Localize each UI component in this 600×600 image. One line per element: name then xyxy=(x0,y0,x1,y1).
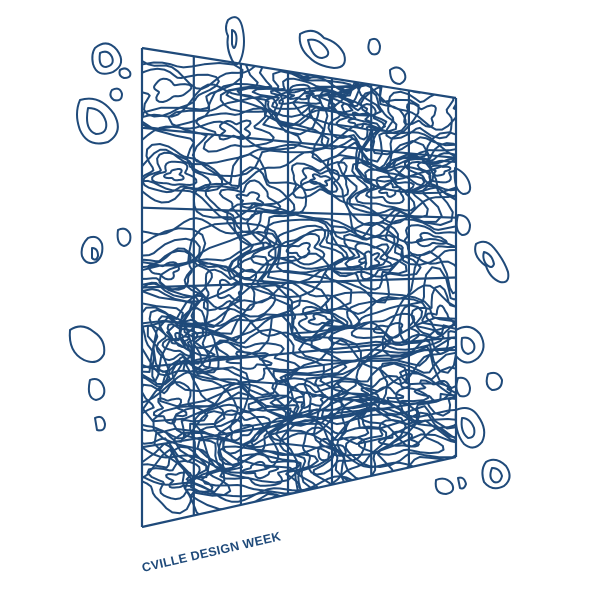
grid-row-line xyxy=(141,46,457,100)
contour-line xyxy=(218,179,282,221)
contour-line xyxy=(307,313,334,326)
contour-line xyxy=(213,409,272,455)
contour-line xyxy=(291,48,456,183)
brand-title: CVILLE DESIGN WEEK xyxy=(141,529,283,575)
contour-line xyxy=(142,143,224,204)
contour-line xyxy=(142,151,212,194)
contour-line xyxy=(392,142,456,199)
contour-line xyxy=(247,377,369,427)
contour-line xyxy=(355,336,456,440)
contour-line xyxy=(319,323,456,447)
contour-line xyxy=(163,168,185,182)
contour-line xyxy=(147,261,180,281)
contour-line xyxy=(167,95,303,165)
contour-line xyxy=(263,48,456,195)
contour-line xyxy=(292,390,326,409)
contour-line xyxy=(153,77,193,103)
contour-line xyxy=(378,182,402,198)
contour-line xyxy=(219,453,301,487)
contour-line xyxy=(228,210,389,284)
contour-line xyxy=(218,119,252,141)
contour-line xyxy=(289,299,361,342)
contour-line xyxy=(415,231,448,248)
contour-line xyxy=(385,131,456,204)
contour-line xyxy=(182,328,325,396)
grid-row-line xyxy=(141,126,457,159)
contour-line xyxy=(344,242,394,281)
contour-line xyxy=(416,159,456,184)
contour-line xyxy=(327,59,456,171)
contour-line xyxy=(376,351,456,430)
contour-line xyxy=(183,255,277,325)
contour-line xyxy=(384,218,456,266)
contour-line xyxy=(308,173,332,187)
contour-line xyxy=(279,316,456,457)
contour-line xyxy=(326,140,454,240)
contour-line xyxy=(195,107,275,153)
contour-line xyxy=(151,160,198,186)
contour-line xyxy=(344,407,456,468)
contour-line xyxy=(359,74,456,156)
contour-line xyxy=(358,250,381,271)
contour-line xyxy=(142,217,456,249)
grid-row-line xyxy=(141,396,457,449)
contour-line xyxy=(297,305,349,333)
contour-line xyxy=(357,419,445,456)
map-grid xyxy=(140,46,458,529)
grid-row-line xyxy=(141,455,457,529)
contour-line xyxy=(229,418,255,442)
contour-line xyxy=(336,397,456,483)
grid-row-line xyxy=(141,206,457,219)
contour-line xyxy=(142,230,330,350)
contour-line xyxy=(142,359,226,463)
contour-line xyxy=(336,374,430,416)
contour-line xyxy=(216,278,244,302)
contour-line xyxy=(298,291,456,362)
contour-line xyxy=(317,437,347,462)
contour-line xyxy=(413,379,456,402)
grid-row-line xyxy=(141,276,457,289)
contour-line xyxy=(204,166,296,234)
grid-row-line xyxy=(141,336,457,369)
contour-line xyxy=(395,366,456,417)
contour-line xyxy=(354,168,426,212)
contour-line xyxy=(302,426,367,476)
contour-line xyxy=(267,232,326,266)
contour-line xyxy=(403,224,456,257)
contour-line xyxy=(152,397,188,425)
contour-line xyxy=(430,164,452,177)
contour-line xyxy=(398,266,456,374)
contour-line xyxy=(166,313,348,409)
contour-line xyxy=(314,362,453,426)
